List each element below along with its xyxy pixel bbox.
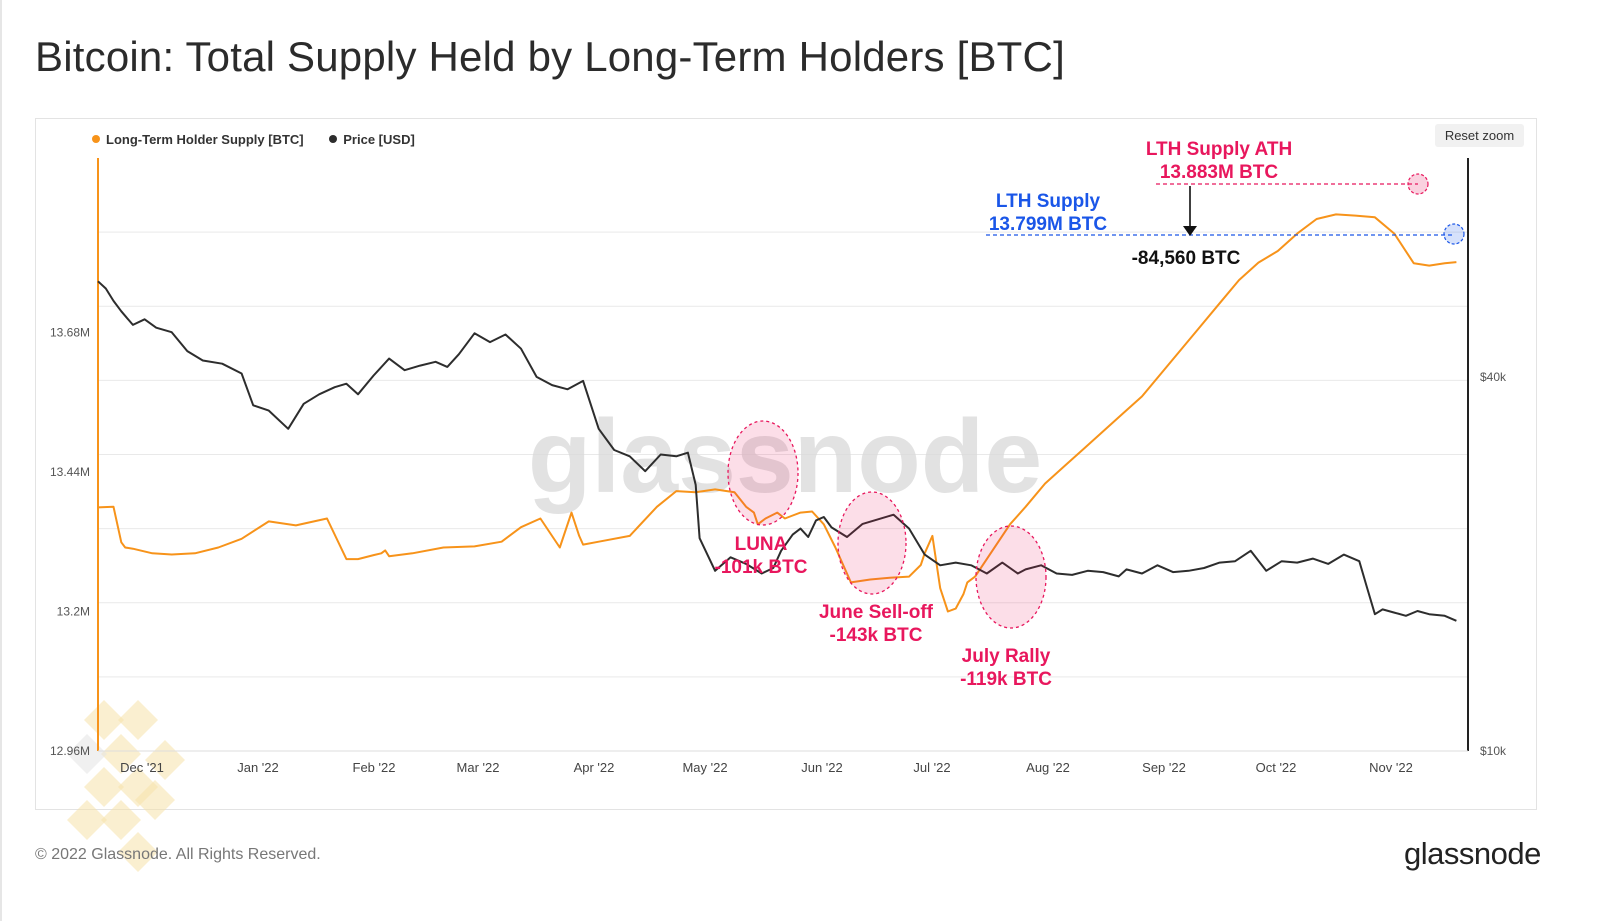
decor-diamond <box>135 780 175 820</box>
page-title: Bitcoin: Total Supply Held by Long-Term … <box>35 33 1065 80</box>
luna-value: -101k BTC <box>715 557 808 578</box>
chart-panel <box>35 118 1537 810</box>
x-tick-label: Oct '22 <box>1256 760 1297 775</box>
legend-label-lth: Long-Term Holder Supply [BTC] <box>106 131 304 147</box>
july-label: July Rally <box>962 646 1051 667</box>
watermark-text: glassnode <box>528 399 1042 515</box>
x-tick-label: Dec '21 <box>120 760 164 775</box>
page-left-border <box>0 0 2 921</box>
y-left-tick-label: 13.2M <box>57 604 90 618</box>
july-ellipse <box>975 525 1047 629</box>
copyright-text: © 2022 Glassnode. All Rights Reserved. <box>35 846 321 863</box>
ath-value: 13.883M BTC <box>1160 162 1279 183</box>
x-tick-label: Jan '22 <box>237 760 279 775</box>
y-left-tick-label: 13.68M <box>50 325 90 339</box>
x-tick-label: Nov '22 <box>1369 760 1413 775</box>
chart-legend: Long-Term Holder Supply [BTC] Price [USD… <box>92 131 437 147</box>
x-tick-label: Jun '22 <box>801 760 843 775</box>
decor-diamond <box>84 767 124 807</box>
july-value: -119k BTC <box>960 669 1052 690</box>
difference-arrow-head <box>1183 226 1197 236</box>
x-tick-label: Feb '22 <box>353 760 396 775</box>
x-tick-label: Mar '22 <box>457 760 500 775</box>
ath-label: LTH Supply ATH <box>1146 139 1292 160</box>
x-tick-label: May '22 <box>682 760 727 775</box>
june-ellipse <box>837 491 907 595</box>
decor-diamond <box>118 832 158 872</box>
x-tick-label: Aug '22 <box>1026 760 1070 775</box>
current-label: LTH Supply <box>996 191 1101 212</box>
decor-diamond <box>145 740 185 780</box>
lth-supply-line <box>97 213 1457 613</box>
luna-ellipse <box>727 420 799 526</box>
x-tick-label: Jul '22 <box>913 760 950 775</box>
legend-label-price: Price [USD] <box>343 131 415 147</box>
legend-dot-lth <box>92 135 100 143</box>
decor-diamond <box>67 800 107 840</box>
legend-dot-price <box>329 135 338 143</box>
legend-item-price[interactable]: Price [USD] <box>329 132 415 147</box>
y-right-tick-label: $40k <box>1480 370 1507 384</box>
y-right-tick-label: $10k <box>1480 744 1507 758</box>
decor-diamond <box>84 700 124 740</box>
difference-label: -84,560 BTC <box>1132 248 1241 269</box>
current-marker <box>1443 223 1465 245</box>
current-value: 13.799M BTC <box>989 214 1108 235</box>
decor-diamond <box>101 800 141 840</box>
decor-diamond <box>101 734 141 774</box>
legend-item-lth[interactable]: Long-Term Holder Supply [BTC] <box>92 132 304 147</box>
y-left-tick-label: 13.44M <box>50 465 90 479</box>
reset-zoom-button[interactable]: Reset zoom <box>1435 124 1524 147</box>
x-tick-label: Apr '22 <box>574 760 615 775</box>
june-value: -143k BTC <box>830 625 923 646</box>
x-tick-label: Sep '22 <box>1142 760 1186 775</box>
brand-logo: glassnode <box>1404 836 1541 871</box>
ath-marker <box>1407 173 1429 195</box>
y-left-tick-label: 12.96M <box>50 744 90 758</box>
june-label: June Sell-off <box>819 602 934 623</box>
price-line <box>97 280 1457 622</box>
luna-label: LUNA <box>735 534 788 555</box>
decor-diamond <box>118 700 158 740</box>
